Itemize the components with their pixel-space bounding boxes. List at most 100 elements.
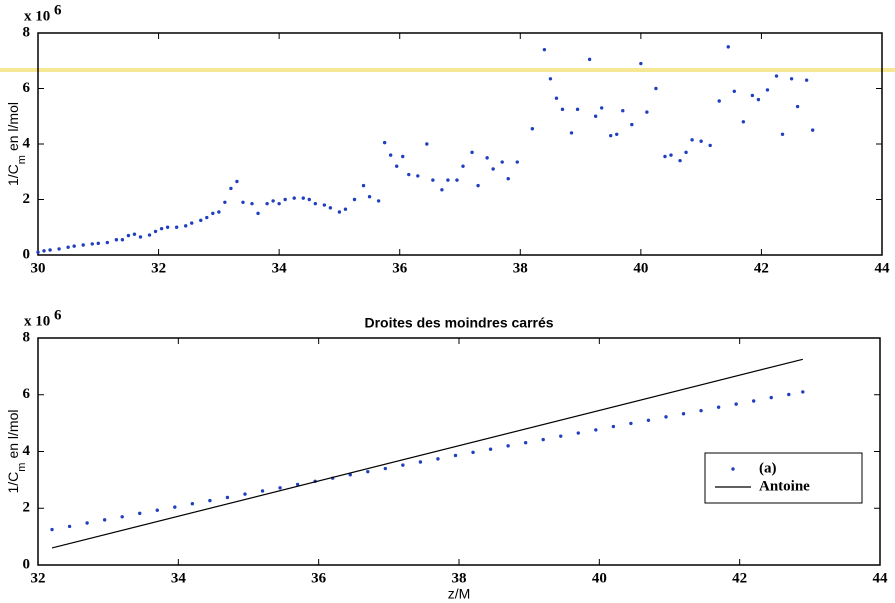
chart-title: Droites des moindres carrés	[364, 315, 553, 331]
y-tick-label: 0	[23, 246, 31, 262]
data-point	[223, 200, 227, 204]
data-point	[436, 457, 440, 461]
data-point	[542, 47, 547, 52]
data-point	[690, 138, 694, 142]
data-point	[523, 441, 528, 445]
data-point	[105, 240, 110, 245]
data-point	[277, 201, 281, 206]
data-point	[804, 78, 809, 82]
data-point	[645, 110, 649, 114]
data-point	[431, 178, 435, 182]
data-point	[654, 86, 658, 91]
data-point	[208, 498, 212, 503]
data-point	[190, 221, 194, 225]
data-point	[90, 242, 94, 246]
data-point	[241, 200, 245, 204]
y-label-rest: en l/mol	[5, 410, 21, 459]
data-point	[307, 197, 311, 202]
data-point	[541, 437, 545, 442]
data-point	[138, 511, 142, 516]
data-point	[85, 521, 89, 525]
data-point	[190, 502, 195, 506]
data-point	[774, 74, 779, 78]
data-point	[225, 495, 230, 500]
y-tick-label: 6	[23, 386, 31, 402]
data-point	[732, 89, 736, 93]
data-point	[66, 245, 70, 249]
data-point	[102, 518, 107, 522]
data-point	[425, 142, 429, 146]
x-tick-label: 42	[732, 570, 747, 586]
x-tick-label: 40	[592, 570, 607, 586]
data-point	[750, 93, 755, 98]
x-tick-label: 34	[272, 260, 288, 276]
data-point	[348, 473, 352, 477]
data-point	[57, 247, 61, 251]
data-point	[500, 160, 504, 164]
x-tick-label: 40	[633, 260, 648, 276]
legend-box	[704, 452, 863, 504]
data-point	[184, 224, 188, 228]
data-point	[211, 211, 215, 216]
y-tick-label: 6	[23, 80, 31, 96]
y-exponent: x 10	[24, 313, 50, 329]
x-tick-label: 38	[452, 570, 467, 586]
data-point	[401, 154, 405, 159]
y-tick-label: 4	[23, 443, 31, 459]
data-point	[36, 250, 40, 254]
data-point	[292, 196, 296, 200]
data-point	[165, 225, 170, 229]
data-point	[717, 99, 721, 103]
data-point	[48, 248, 52, 252]
data-point	[440, 188, 444, 192]
data-point	[235, 179, 239, 184]
data-point	[382, 140, 387, 145]
data-point	[256, 211, 260, 216]
y-exponent: x 10	[24, 8, 50, 24]
data-point	[81, 243, 85, 247]
x-tick-label: 32	[151, 260, 166, 276]
data-point	[787, 392, 791, 397]
data-point	[265, 201, 269, 206]
legend-swatch	[731, 467, 735, 471]
y-exponent-power: 6	[54, 2, 62, 18]
data-point	[278, 486, 282, 490]
data-point	[506, 444, 510, 448]
data-point	[337, 210, 342, 214]
data-point	[361, 183, 366, 188]
data-point	[663, 154, 667, 159]
data-point	[199, 218, 203, 223]
data-point	[159, 226, 164, 231]
data-point	[366, 469, 370, 474]
data-point	[646, 418, 651, 422]
data-point	[376, 199, 381, 203]
data-point	[515, 160, 519, 164]
y-label-sub: m	[16, 463, 28, 472]
data-point	[810, 128, 815, 132]
y-axis-label: 1/Cm en l/mol	[5, 410, 28, 494]
data-point	[485, 156, 489, 160]
x-tick-label: 36	[392, 260, 408, 276]
data-point	[205, 215, 209, 220]
y-label-main: 1/C	[5, 164, 21, 186]
x-axis-label: z/M	[448, 586, 471, 602]
x-tick-label: 44	[873, 570, 889, 586]
data-point	[611, 424, 616, 429]
data-point	[383, 466, 388, 471]
x-tick-label: 36	[311, 570, 327, 586]
data-point	[67, 524, 72, 529]
data-point	[684, 150, 688, 155]
data-point	[217, 210, 221, 214]
data-point	[343, 207, 348, 211]
data-point	[126, 233, 131, 238]
data-point	[476, 183, 480, 188]
data-point	[560, 107, 565, 112]
data-point	[708, 143, 712, 148]
data-point	[681, 412, 686, 416]
data-point	[155, 508, 159, 512]
data-point	[260, 489, 265, 493]
data-point	[153, 229, 158, 234]
data-point	[243, 492, 247, 496]
data-point	[120, 515, 124, 519]
